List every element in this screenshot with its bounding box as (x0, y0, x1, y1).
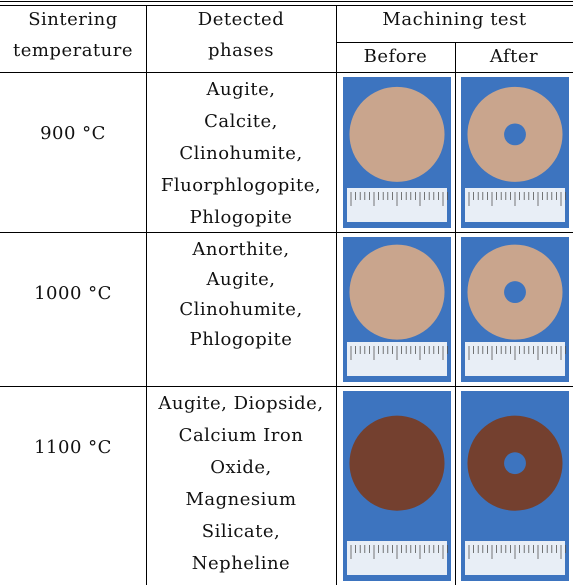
phase-line: Clinohumite, (146, 142, 336, 166)
header-cell: Machining test (336, 8, 573, 32)
table-page: Sintering temperatureDetected phasesMachin… (0, 0, 573, 585)
sample-photo (461, 77, 569, 228)
rule (0, 386, 573, 387)
phase-line: Augite, (146, 268, 336, 292)
header-cell: phases (146, 39, 336, 63)
sample-photo (343, 77, 451, 228)
temperature-cell: 1100 °C (0, 436, 146, 460)
phase-line: Calcite, (146, 110, 336, 134)
rule (336, 5, 337, 585)
rule (0, 72, 573, 73)
rule (455, 42, 456, 585)
header-cell: Before (336, 45, 455, 69)
temperature-cell: 1000 °C (0, 282, 146, 306)
header-cell: Sintering (0, 8, 146, 32)
sample-photo (461, 391, 569, 581)
rule (0, 232, 573, 233)
phase-line: Silicate, (146, 520, 336, 544)
phase-line: Calcium Iron (146, 424, 336, 448)
phase-line: Oxide, (146, 456, 336, 480)
phase-line: Anorthite, (146, 238, 336, 262)
phase-line: Magnesium (146, 488, 336, 512)
rule (0, 5, 573, 6)
sample-photo (343, 237, 451, 382)
header-cell: After (455, 45, 573, 69)
phase-line: Augite, (146, 78, 336, 102)
phase-line: Phlogopite (146, 328, 336, 352)
phase-line: Phlogopite (146, 206, 336, 230)
phase-line: Clinohumite, (146, 298, 336, 322)
rule (0, 1, 573, 2)
phase-line: Fluorphlogopite, (146, 174, 336, 198)
header-cell: Detected (146, 8, 336, 32)
phase-line: Nepheline (146, 552, 336, 576)
sample-photo (343, 391, 451, 581)
header-cell: temperature (0, 39, 146, 63)
phase-line: Augite, Diopside, (146, 392, 336, 416)
sample-photo (461, 237, 569, 382)
temperature-cell: 900 °C (0, 122, 146, 146)
